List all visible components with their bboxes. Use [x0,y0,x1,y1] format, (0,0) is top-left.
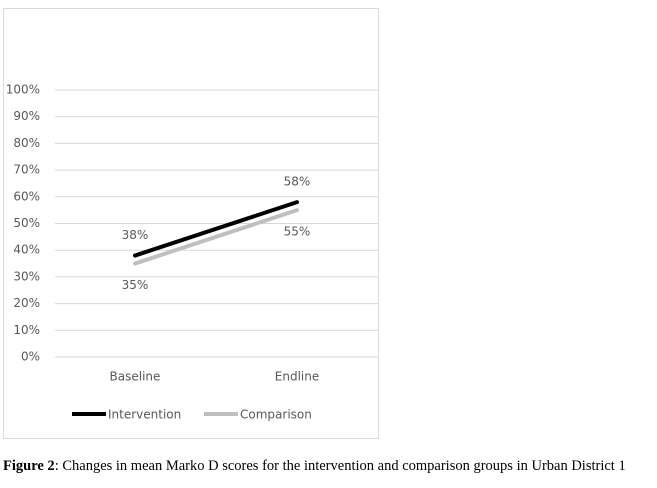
figure-label: Figure 2 [3,458,55,474]
y-tick-label: 10% [13,323,40,337]
y-tick-label: 20% [13,296,40,310]
line-series [133,200,299,258]
y-tick-label: 90% [13,109,40,123]
data-label: 35% [122,278,149,292]
data-label: 58% [284,175,311,189]
y-tick-label: 70% [13,163,40,177]
y-tick-label: 40% [13,243,40,257]
legend-label: Comparison [240,408,312,422]
y-tick-label: 30% [13,269,40,283]
legend-label: Intervention [108,408,181,422]
caption-text: : Changes in mean Marko D scores for the… [54,458,626,474]
x-tick-label: Endline [275,370,319,384]
line-series [133,208,299,266]
caption: Figure 2: Changes in mean Marko D scores… [3,458,626,475]
y-tick-label: 100% [6,83,40,97]
y-tick-label: 0% [21,350,40,364]
chart: 0% 10% 20% 30% 40% 50% 60% 70% 80% 90% 100% Baselin… [3,8,379,439]
y-tick-label: 80% [13,136,40,150]
y-tick-label: 60% [13,189,40,203]
data-label: 55% [284,225,311,239]
x-tick-label: Baseline [110,370,161,384]
y-tick-label: 50% [13,216,40,230]
data-label: 38% [122,228,149,242]
